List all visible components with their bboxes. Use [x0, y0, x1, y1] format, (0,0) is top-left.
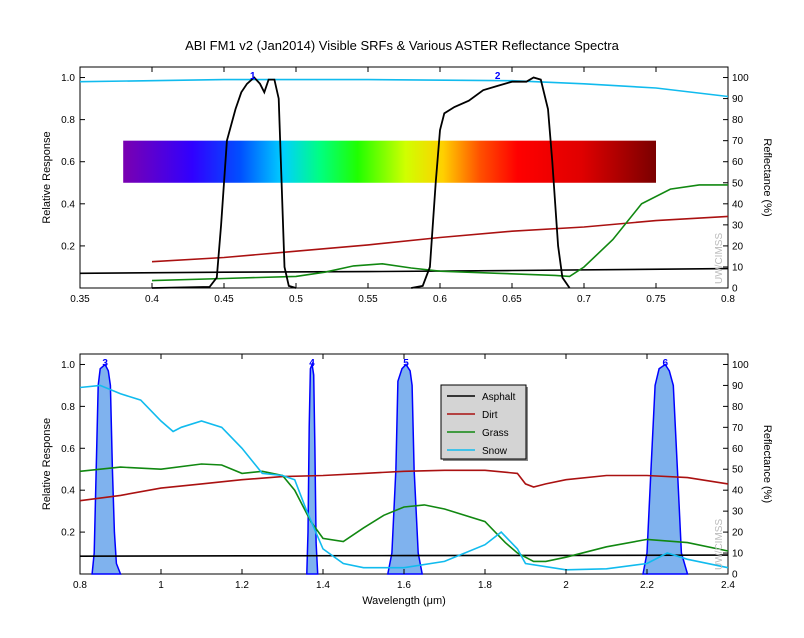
y2-tick-label: 60	[732, 157, 744, 168]
band-label-5: 5	[403, 358, 409, 369]
y2-tick-label: 50	[732, 465, 744, 476]
series-dirt-line	[79, 469, 729, 502]
series-dirt-line	[151, 215, 729, 263]
x-tick-label: 0.55	[358, 294, 378, 305]
x-tick-label: 2.2	[640, 580, 654, 591]
band-label-2: 2	[495, 71, 501, 82]
y2-tick-label: 10	[732, 549, 744, 560]
visible-spectrum-bar	[123, 140, 656, 183]
x-tick-label: 0.7	[577, 294, 591, 305]
y2-tick-label: 20	[732, 528, 744, 539]
band-4-response	[306, 361, 319, 575]
band-2-response	[411, 76, 571, 289]
x-tick-label: 2	[563, 580, 569, 591]
band-label-1: 1	[250, 71, 256, 82]
series-asphalt-line	[79, 267, 729, 275]
y-tick-label: 0.2	[61, 241, 75, 252]
x-tick-label: 1.8	[478, 580, 492, 591]
y-axis-label: Relative Response	[41, 131, 53, 223]
y-tick-label: 0.6	[61, 157, 75, 168]
band-5-response	[386, 363, 424, 575]
y2-tick-label: 40	[732, 199, 744, 210]
chart-title: ABI FM1 v2 (Jan2014) Visible SRFs & Vari…	[185, 38, 620, 53]
x-tick-label: 0.4	[145, 294, 159, 305]
series-grass-line	[151, 184, 728, 282]
x-tick-label: 1.6	[397, 580, 411, 591]
band-6-response	[642, 363, 689, 575]
y2-tick-label: 100	[732, 73, 749, 84]
y2-axis-label: Reflectance (%)	[761, 138, 773, 216]
band-label-6: 6	[662, 358, 668, 369]
y-tick-label: 0.2	[61, 528, 75, 539]
y2-tick-label: 70	[732, 423, 744, 434]
y2-tick-label: 0	[732, 570, 738, 581]
legend-label: Grass	[482, 428, 509, 439]
x-tick-label: 1.2	[235, 580, 249, 591]
x-tick-label: 0.6	[433, 294, 447, 305]
legend	[440, 384, 527, 460]
y-tick-label: 0.8	[61, 115, 75, 126]
x-axis-label: Wavelength (μm)	[362, 595, 446, 607]
x-tick-label: 0.8	[721, 294, 735, 305]
y2-tick-label: 80	[732, 402, 744, 413]
x-tick-label: 0.65	[502, 294, 522, 305]
y-tick-label: 0.8	[61, 402, 75, 413]
x-tick-label: 0.75	[646, 294, 666, 305]
y-tick-label: 1.0	[61, 360, 75, 371]
y2-tick-label: 60	[732, 444, 744, 455]
band-label-3: 3	[102, 358, 108, 369]
watermark: UW/CIMSS	[714, 233, 725, 284]
top-panel: 1 2 0.35 0.4 0.45 0.5 0.55 0.6 0.65 0.7 0.75 0.8 0.2…	[41, 66, 773, 305]
legend-label: Dirt	[482, 410, 498, 421]
series-asphalt-line	[79, 554, 729, 558]
y-axis-label: Relative Response	[41, 418, 53, 510]
legend-label: Asphalt	[482, 392, 516, 403]
x-tick-label: 0.8	[73, 580, 87, 591]
y-tick-label: 0.4	[61, 486, 75, 497]
y2-tick-label: 0	[732, 284, 738, 295]
y2-tick-label: 80	[732, 115, 744, 126]
y2-tick-label: 40	[732, 486, 744, 497]
y2-tick-label: 90	[732, 381, 744, 392]
y2-tick-label: 70	[732, 136, 744, 147]
legend-label: Snow	[482, 446, 508, 457]
x-tick-label: 2.4	[721, 580, 735, 591]
y2-tick-label: 90	[732, 94, 744, 105]
x-tick-label: 0.35	[70, 294, 90, 305]
series-snow-line	[79, 384, 729, 571]
y2-tick-label: 30	[732, 220, 744, 231]
y-tick-label: 1.0	[61, 73, 75, 84]
y-tick-label: 0.4	[61, 199, 75, 210]
x-tick-label: 1.4	[316, 580, 330, 591]
watermark: UW/CIMSS	[714, 519, 725, 570]
y2-tick-label: 100	[732, 360, 749, 371]
bottom-panel: 3 4 5 6 0.8 1 1.2 1.4 1.6 1.8 2 2.2 2.4 0.2 0.4 0.6 0.8 1…	[41, 353, 773, 607]
y2-tick-label: 20	[732, 241, 744, 252]
series-snow-line	[79, 78, 729, 98]
x-tick-label: 0.45	[214, 294, 234, 305]
band-label-4: 4	[309, 358, 315, 369]
series-grass-line	[79, 463, 729, 563]
y2-tick-label: 10	[732, 262, 744, 273]
y-tick-label: 0.6	[61, 444, 75, 455]
y2-tick-label: 30	[732, 507, 744, 518]
y2-axis-label: Reflectance (%)	[761, 425, 773, 503]
x-tick-label: 0.5	[289, 294, 303, 305]
y2-tick-label: 50	[732, 178, 744, 189]
x-tick-label: 1	[158, 580, 164, 591]
band-1-response	[151, 76, 297, 289]
